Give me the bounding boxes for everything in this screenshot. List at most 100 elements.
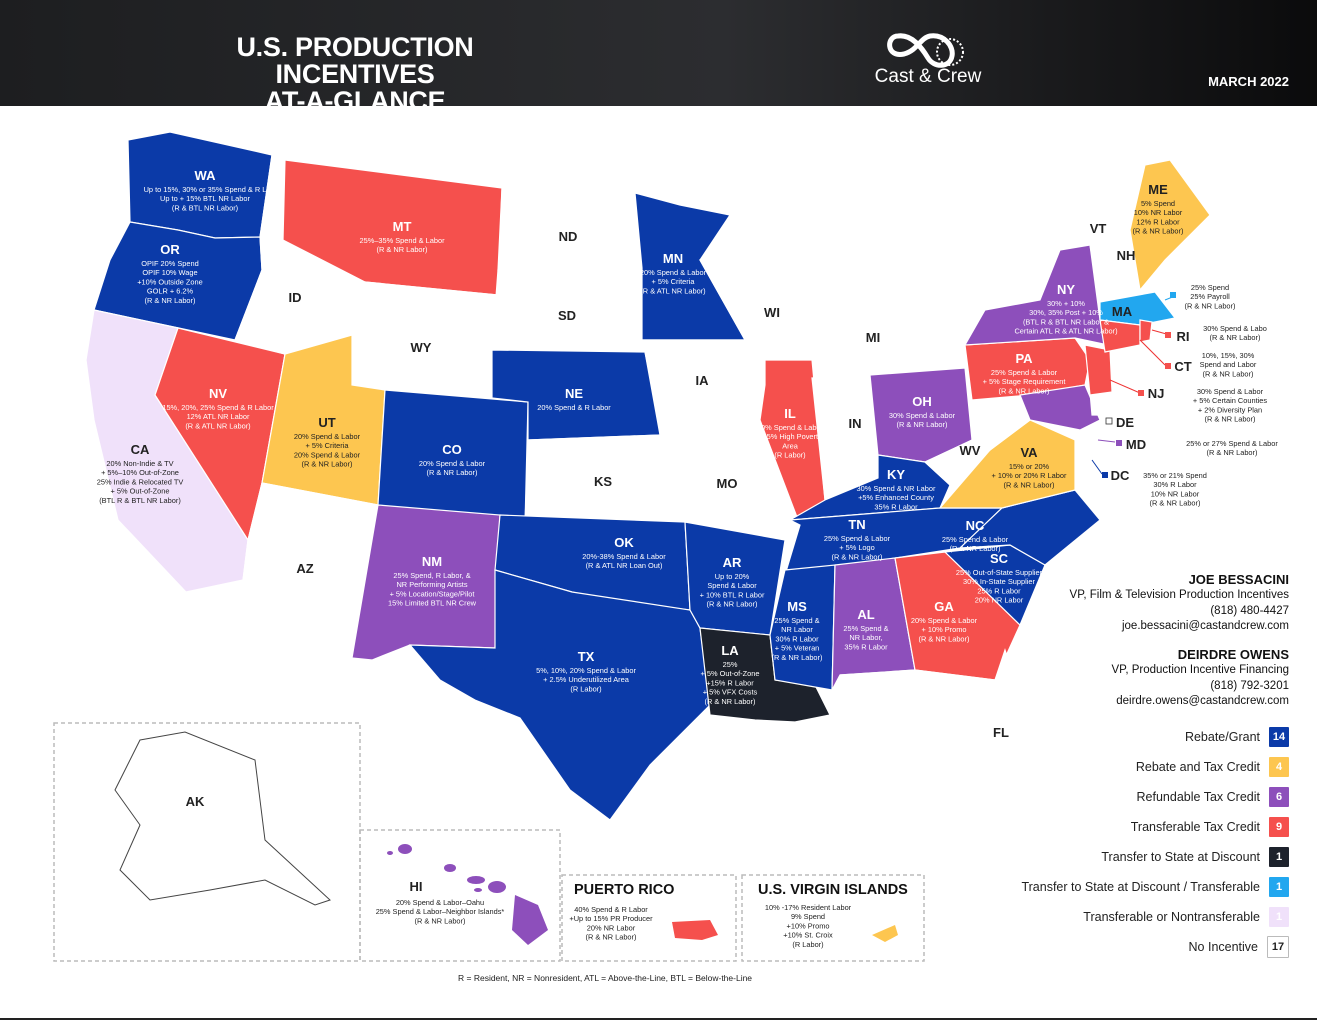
state-label-mo: MO [717, 476, 738, 491]
state-label-ia: IA [696, 373, 710, 388]
state-incentive-al: 25% Spend & NR Labor, 35% R Labor [843, 624, 888, 651]
state-incentive-md: 25% or 27% Spend & Labor (R & NR Labor) [1186, 439, 1278, 457]
state-label-id: ID [289, 290, 302, 305]
state-incentive-nm: 25% Spend, R Labor, & NR Performing Artis… [388, 571, 477, 608]
brand-name: Cast & Crew [874, 66, 982, 87]
state-label-ut: UT [318, 415, 335, 430]
state-incentive-il: 30% Spend & Labor +15% High Poverty Area (R… [757, 423, 824, 460]
contact-role: VP, Production Incentive Financing [1111, 664, 1289, 676]
state-label-ok: OK [614, 535, 634, 550]
legend-count: 9 [1269, 817, 1289, 837]
state-label-or: OR [160, 242, 180, 257]
state-label-la: LA [721, 643, 739, 658]
legend-row: Refundable Tax Credit 6 [959, 782, 1289, 812]
state-incentive-tx: 5%, 10%, 20% Spend & Labor + 2.5% Underut… [536, 666, 636, 693]
legend-count: 1 [1269, 907, 1289, 927]
title-line-2: AT-A-GLANCE [264, 86, 446, 116]
header-bar: U.S. PRODUCTION INCENTIVES AT-A-GLANCE C… [0, 0, 1317, 115]
state-label-fl: FL [993, 725, 1009, 740]
contact-joe: JOE BESSACINI VP, Film & Television Prod… [1070, 572, 1289, 635]
state-label-tn: TN [848, 517, 865, 532]
legend-row: Transferable or Nontransferable 1 [959, 902, 1289, 932]
dc-leader [1091, 459, 1103, 475]
bottom-rule [0, 1018, 1317, 1020]
pr-incentive-text: 40% Spend & R Labor +Up to 15% PR Produce… [569, 905, 653, 942]
md-leader [1097, 439, 1116, 443]
ct-marker [1165, 363, 1171, 369]
state-incentive-mt: 25%–35% Spend & Labor (R & NR Labor) [359, 236, 445, 254]
state-de[interactable] [1089, 391, 1105, 416]
state-label-ne: NE [565, 386, 583, 401]
contact-email[interactable]: deirdre.owens@castandcrew.com [1116, 695, 1289, 707]
pr-shape[interactable] [672, 920, 718, 940]
puerto-rico-inset-frame [561, 874, 737, 962]
state-label-oh: OH [912, 394, 932, 409]
state-ma[interactable] [1099, 291, 1177, 326]
state-incentive-ne: 20% Spend & R Labor [537, 403, 611, 412]
state-incentive-ar: Up to 20% Spend & Labor + 10% BTL R Labor(… [700, 572, 765, 609]
contact-phone[interactable]: (818) 480-4427 [1210, 604, 1289, 617]
state-hi[interactable] [387, 844, 548, 945]
state-incentive-ny: 30% + 10% 30%, 35% Post + 10% (BTL R & BTL… [1014, 299, 1117, 336]
state-incentive-sc: 25% Out-of-State Supplier 30% In-State Su… [956, 568, 1043, 605]
state-label-mi: MI [866, 330, 880, 345]
state-ak[interactable] [114, 731, 331, 906]
state-label-il: IL [784, 406, 796, 421]
state-me[interactable] [1129, 159, 1211, 292]
state-incentive-ri: 30% Spend & Labo (R & NR Labor) [1203, 324, 1267, 342]
legend-row: Rebate and Tax Credit 4 [959, 752, 1289, 782]
state-label-nj: NJ [1148, 386, 1165, 401]
state-label-ny: NY [1057, 282, 1075, 297]
state-label-vt: VT [1090, 221, 1107, 236]
contact-phone[interactable]: (818) 792-3201 [1210, 679, 1289, 692]
state-label-mt: MT [393, 219, 412, 234]
usvi-shape[interactable] [872, 925, 898, 942]
legend: Rebate/Grant 14 Rebate and Tax Credit 4 Re… [959, 722, 1289, 962]
state-label-co: CO [442, 442, 462, 457]
state-incentive-hi: 20% Spend & Labor–Oahu 25% Spend & Labor–… [376, 898, 505, 925]
state-incentive-la: 25% + 5% Out-of-Zone +15% R Labor + 5% VFX … [701, 660, 760, 706]
ri-marker [1165, 332, 1171, 338]
state-wi[interactable] [699, 247, 809, 361]
contact-email[interactable]: joe.bessacini@castandcrew.com [1121, 620, 1289, 632]
legend-label: No Incentive [1188, 940, 1258, 954]
state-label-ms: MS [787, 599, 807, 614]
legend-label: Transferable Tax Credit [1130, 820, 1260, 834]
legend-row: No Incentive 17 [959, 932, 1289, 962]
dc-marker [1102, 472, 1108, 478]
state-incentive-oh: 30% Spend & Labor (R & NR Labor) [889, 411, 956, 429]
state-md[interactable] [1019, 384, 1101, 431]
legend-label: Refundable Tax Credit [1136, 790, 1260, 804]
abbreviations-footnote: R = Resident, NR = Nonresident, ATL = Ab… [458, 973, 753, 983]
legend-count: 1 [1269, 847, 1289, 867]
state-fl[interactable] [839, 648, 1071, 811]
legend-count: 14 [1269, 727, 1289, 747]
state-label-in: IN [849, 416, 862, 431]
legend-label: Transfer to State at Discount [1101, 850, 1260, 864]
state-label-md: MD [1126, 437, 1146, 452]
state-nj[interactable] [1084, 344, 1113, 396]
state-ms[interactable] [769, 564, 836, 691]
state-incentive-ut: 20% Spend & Labor + 5% Criteria 20% Spend … [294, 432, 361, 469]
state-label-me: ME [1148, 182, 1168, 197]
contact-role: VP, Film & Television Production Incenti… [1069, 589, 1289, 601]
state-label-nc: NC [966, 518, 985, 533]
legend-label: Rebate and Tax Credit [1135, 760, 1260, 774]
state-ct[interactable] [1099, 319, 1141, 353]
state-ri[interactable] [1139, 319, 1153, 343]
state-label-ct: CT [1174, 359, 1191, 374]
state-ga[interactable] [894, 551, 1021, 681]
state-mi[interactable] [729, 247, 916, 379]
state-incentive-va: 15% or 20% + 10% or 20% R Labor (R & NR La… [992, 462, 1068, 489]
state-label-al: AL [857, 607, 874, 622]
state-label-wi: WI [764, 305, 780, 320]
state-incentive-dc: 35% or 21% Spend 30% R Labor 10% NR Labor(… [1143, 471, 1207, 508]
legend-count: 4 [1269, 757, 1289, 777]
legend-row: Transfer to State at Discount / Transfer… [959, 872, 1289, 902]
state-label-nd: ND [559, 229, 578, 244]
state-label-mn: MN [663, 251, 683, 266]
state-co[interactable] [377, 389, 529, 526]
legend-count: 17 [1267, 936, 1289, 958]
state-label-tx: TX [578, 649, 595, 664]
